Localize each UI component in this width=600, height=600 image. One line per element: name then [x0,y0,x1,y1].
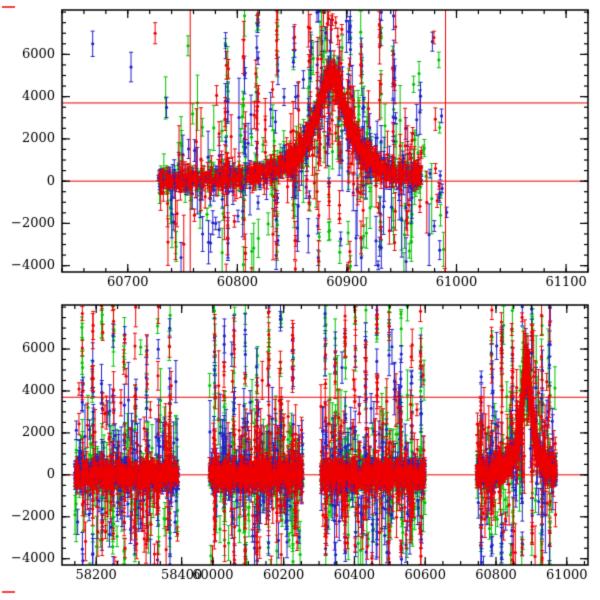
figure [0,0,600,600]
light-curves-canvas [0,0,600,600]
